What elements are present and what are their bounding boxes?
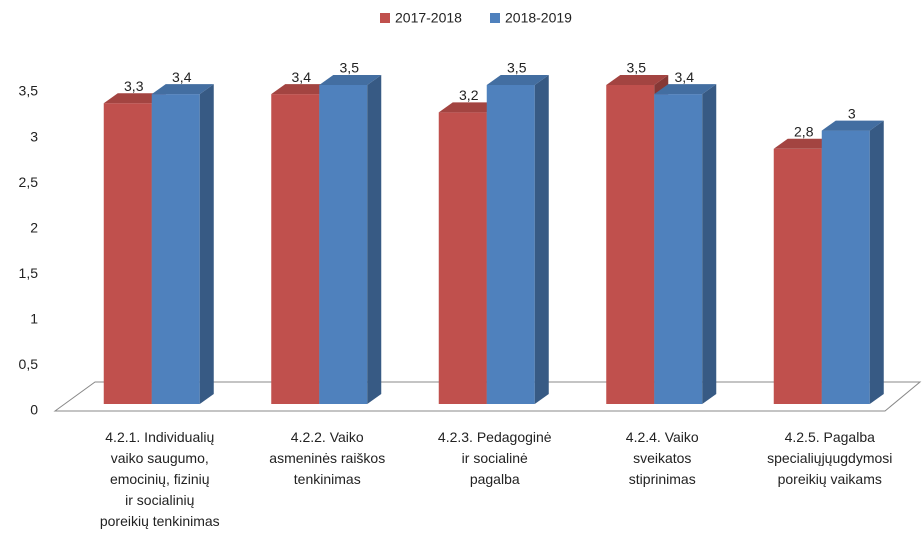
- legend-label: 2018-2019: [505, 10, 572, 26]
- bar-top: [654, 84, 717, 95]
- data-label: 3,5: [340, 60, 360, 76]
- bar-top: [821, 120, 884, 131]
- bar: [319, 75, 382, 404]
- bar-side: [199, 84, 214, 404]
- bar-front: [151, 94, 200, 404]
- x-tick-label: 4.2.3. Pedagoginė ir socialinė pagalba: [438, 429, 552, 487]
- bar-front: [438, 112, 487, 404]
- bar-top: [438, 102, 501, 113]
- bar-front: [821, 130, 870, 405]
- bar-top: [319, 75, 382, 85]
- bar-side: [702, 84, 717, 404]
- data-label: 3,2: [459, 87, 479, 103]
- y-tick-label: 0,5: [19, 356, 39, 372]
- bar-front: [654, 94, 703, 404]
- bar-top: [271, 84, 334, 95]
- data-label: 3: [848, 105, 856, 121]
- bar-side: [534, 75, 549, 404]
- legend-swatch: [380, 13, 390, 23]
- bar-side: [367, 75, 382, 404]
- bar-front: [773, 148, 822, 404]
- data-label: 3,4: [172, 69, 192, 85]
- bar-front: [606, 85, 655, 404]
- data-label: 2,8: [794, 124, 814, 140]
- bar-front: [271, 94, 320, 404]
- bar-top: [606, 75, 669, 85]
- bar: [151, 84, 214, 404]
- bar-front: [319, 85, 368, 404]
- data-label: 3,5: [507, 60, 527, 76]
- y-tick-label: 3,5: [19, 83, 39, 99]
- bar: [821, 120, 884, 405]
- bar-side: [869, 120, 884, 405]
- y-tick-label: 0: [30, 402, 38, 418]
- y-tick-label: 2,5: [19, 174, 39, 190]
- bar-top: [151, 84, 214, 95]
- y-tick-label: 1: [30, 311, 38, 327]
- data-label: 3,4: [675, 69, 695, 85]
- x-tick-label: 4.2.5. Pagalba specialiųjųugdymosi poreiki…: [767, 429, 892, 487]
- x-tick-label: 4.2.1. Individualių vaiko saugumo, emocini…: [100, 429, 220, 529]
- bar-top: [773, 138, 836, 149]
- bar-top: [103, 93, 166, 104]
- bar: [654, 84, 717, 404]
- y-tick-label: 1,5: [19, 265, 39, 281]
- y-tick-label: 2: [30, 219, 38, 235]
- data-label: 3,5: [627, 60, 647, 76]
- x-tick-label: 4.2.4. Vaiko sveikatos stiprinimas: [626, 429, 699, 487]
- bar-front: [486, 85, 535, 404]
- legend-label: 2017-2018: [395, 10, 462, 26]
- y-tick-label: 3: [30, 128, 38, 144]
- legend-swatch: [490, 13, 500, 23]
- bar-top: [486, 75, 549, 85]
- bar-front: [103, 103, 152, 404]
- x-tick-label: 4.2.2. Vaiko asmeninės raiškos tenkinimas: [269, 429, 385, 487]
- data-label: 3,4: [292, 69, 312, 85]
- bar: [486, 75, 549, 404]
- data-label: 3,3: [124, 78, 144, 94]
- floor: [53, 381, 922, 412]
